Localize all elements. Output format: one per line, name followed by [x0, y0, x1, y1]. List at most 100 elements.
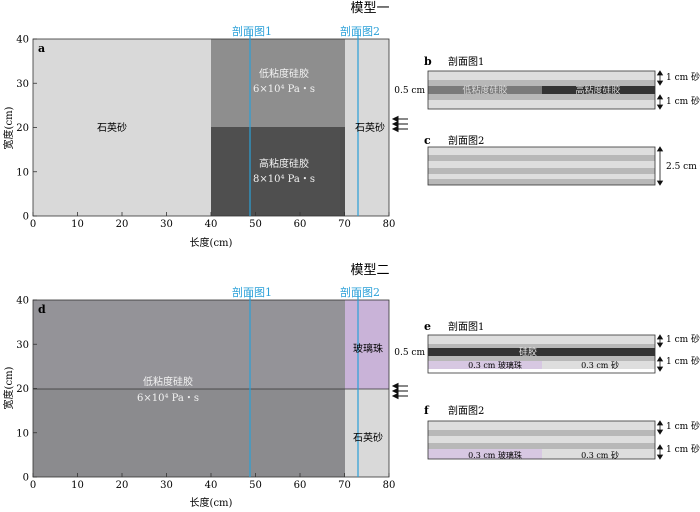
panel-a-y-tick-label: 20 — [16, 123, 29, 134]
panel-b-dimension-marks — [656, 70, 664, 110]
panel-d-x-axis: 0 10 20 30 40 50 60 70 80 — [30, 473, 396, 491]
panel-d-x-axis-title: 长度(cm) — [190, 496, 233, 509]
panel-a-y-tick-label: 30 — [16, 79, 29, 90]
panel-d-x-tick-label: 10 — [71, 480, 84, 491]
section1-label-d: 剖面图1 — [232, 285, 272, 299]
panel-f-strip-4 — [428, 443, 655, 449]
panel-f-sand-label: 0.3 cm 砂 — [581, 450, 619, 460]
panel-d-x-tick-label: 40 — [205, 480, 218, 491]
model1-title: 模型一 — [350, 1, 389, 16]
panel-a-x-tick-label: 30 — [160, 219, 173, 230]
low-viscosity-silicone-region — [211, 39, 345, 127]
panel-a-letter: a — [38, 42, 45, 55]
panel-d-y-tick-label: 10 — [16, 428, 29, 439]
quartz-sand-left-region — [33, 39, 211, 216]
panel-d-y-tick-label: 0 — [23, 473, 29, 484]
panel-b-strip-4 — [428, 94, 655, 100]
panel-a: 剖面图1 剖面图2 a 石英砂 石英砂 低粘度硅胶 6×10⁴ Pa・s 高粘度… — [2, 24, 408, 249]
panel-e-right-top-label: 1 cm 砂 — [666, 333, 700, 345]
panel-d-x-tick-label: 80 — [383, 480, 396, 491]
panel-f-strip-2 — [428, 430, 655, 436]
panel-d-x-tick-label: 0 — [30, 480, 36, 491]
panel-f-sand-layer — [542, 449, 655, 459]
glass-beads-region — [345, 300, 389, 389]
panel-a-x-axis-title: 长度(cm) — [190, 236, 233, 249]
panel-d-y-tick-label: 30 — [16, 340, 29, 351]
panel-c-dimension-mark — [656, 146, 664, 186]
panel-e-silicone-layer — [428, 348, 655, 356]
panel-e-glass-beads-layer — [428, 361, 542, 369]
quartz-sand-right-label: 石英砂 — [355, 121, 385, 134]
panel-a-x-tick-label: 20 — [116, 219, 129, 230]
panel-f-letter: f — [424, 404, 430, 417]
model2-title: 模型二 — [350, 263, 389, 278]
quartz-sand-left-label: 石英砂 — [97, 121, 127, 134]
panel-e-frame — [427, 334, 656, 374]
panel-d-y-axis-title: 宽度(cm) — [2, 366, 15, 409]
panel-a-x-tick-label: 70 — [338, 219, 351, 230]
low-viscosity-value: 6×10⁴ Pa・s — [253, 84, 315, 95]
panel-a-y-tick-label: 10 — [16, 167, 29, 178]
panel-f-dimension-marks — [656, 420, 664, 460]
panel-c-strips — [428, 147, 655, 185]
arrows-a — [391, 115, 408, 133]
panel-e-right-bottom-label: 1 cm 砂 — [666, 355, 700, 367]
panel-f-strip-3 — [428, 436, 655, 443]
panel-d-x-tick-label: 20 — [116, 480, 129, 491]
panel-d-x-tick-label: 60 — [294, 480, 307, 491]
silicone-lower-region — [33, 389, 345, 477]
panel-b-high-label: 高粘度硅胶 — [575, 84, 620, 96]
panel-e-sand-layer — [542, 361, 655, 369]
high-viscosity-value: 8×10⁴ Pa・s — [253, 174, 315, 185]
quartz-sand-label-d: 石英砂 — [353, 431, 383, 444]
panel-b-title: 剖面图1 — [448, 55, 484, 68]
panel-b-letter: b — [424, 55, 432, 68]
panel-f-glass-beads-layer — [428, 449, 542, 459]
panel-a-x-tick-label: 50 — [249, 219, 262, 230]
panel-f-strip-1 — [428, 421, 655, 430]
panel-b-right-top-label: 1 cm 砂 — [666, 71, 700, 83]
panel-a-y-axis: 0 10 20 30 40 — [16, 35, 37, 223]
panel-d-letter: d — [38, 303, 46, 316]
panel-c-strip — [428, 174, 655, 179]
panel-d-x-tick-label: 30 — [160, 480, 173, 491]
panel-e-strip-4 — [428, 356, 655, 361]
panel-a-y-tick-label: 40 — [16, 35, 29, 46]
panel-c-strip — [428, 147, 655, 155]
high-viscosity-label: 高粘度硅胶 — [259, 157, 309, 170]
section1-label: 剖面图1 — [232, 24, 272, 38]
panel-a-x-axis: 0 10 20 30 40 50 60 70 80 — [30, 212, 396, 230]
panel-f-frame — [427, 420, 656, 460]
panel-d-x-tick-label: 70 — [338, 480, 351, 491]
panel-b-right-bottom-label: 1 cm 砂 — [666, 95, 700, 107]
panel-b-strip-top — [428, 71, 655, 80]
section2-label: 剖面图2 — [340, 24, 380, 38]
panel-b-left-label: 0.5 cm — [394, 86, 425, 96]
panel-c-frame — [427, 146, 656, 186]
high-viscosity-silicone-region — [211, 127, 345, 216]
panel-e-dimension-marks — [656, 334, 664, 372]
panel-b-low-silicone-layer — [428, 86, 542, 94]
panel-b-frame — [427, 70, 656, 110]
panel-a-y-tick-label: 0 — [23, 212, 29, 223]
panel-f-glass-label: 0.3 cm 玻璃珠 — [468, 450, 522, 460]
panel-c-strip — [428, 161, 655, 168]
panel-c-strip — [428, 168, 655, 174]
panel-d-x-tick-label: 50 — [249, 480, 262, 491]
panel-d-y-tick-label: 40 — [16, 296, 29, 307]
panel-c-right-label: 2.5 cm 砂 — [666, 160, 700, 172]
panel-e: e 剖面图1 0.5 cm 硅胶 0.3 cm 玻璃珠 0.3 cm 砂 1 c… — [394, 320, 700, 374]
panel-a-x-tick-label: 80 — [383, 219, 396, 230]
panel-e-title: 剖面图1 — [448, 320, 484, 333]
panel-b: b 剖面图1 0.5 cm 低粘度硅胶 高粘度硅胶 1 cm 砂 1 cm 砂 — [394, 55, 700, 110]
silicone-label: 低粘度硅胶 — [143, 375, 193, 388]
panel-d-y-axis: 0 10 20 30 40 — [16, 296, 37, 484]
arrows-d — [391, 382, 408, 400]
panel-e-strip-2 — [428, 344, 655, 348]
panel-b-low-label: 低粘度硅胶 — [462, 84, 507, 96]
panel-b-high-silicone-layer — [542, 86, 655, 94]
quartz-sand-right-region — [345, 39, 389, 216]
panel-e-left-label: 0.5 cm — [394, 348, 425, 358]
panel-e-sand-label: 0.3 cm 砂 — [581, 360, 619, 370]
panel-d: 剖面图1 剖面图2 d 低粘度硅胶 6×10⁴ Pa・s 玻璃珠 石英砂 0 10… — [2, 285, 408, 509]
